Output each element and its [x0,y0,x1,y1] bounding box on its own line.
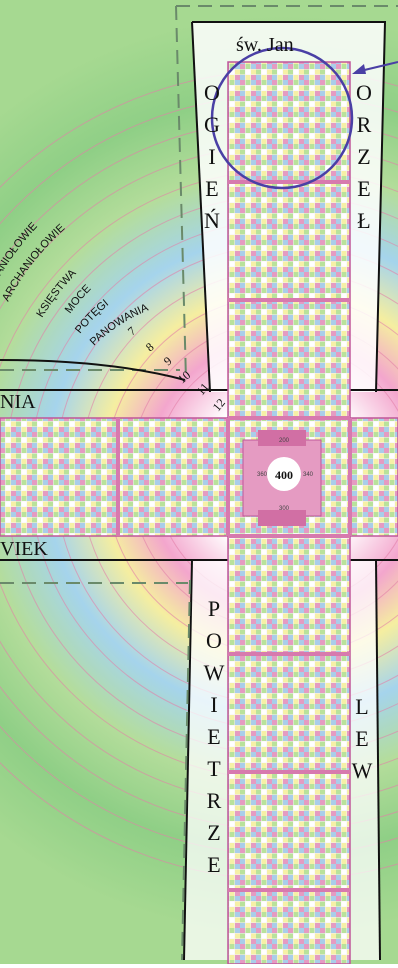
bottom-right-letter: W [351,758,373,783]
top-right-letter: E [357,176,371,201]
top-panel [175,5,398,393]
center-small-right: 340 [303,472,314,478]
bottom-left-letter: Z [207,820,221,845]
top-left-letter: G [204,112,220,137]
bottom-left-letter: O [206,628,222,653]
vertical-block-divider [228,652,350,656]
vertical-block-divider [228,180,350,184]
center-value: 400 [275,468,293,482]
top-right-letter: Z [357,144,371,169]
bottom-left-letter: E [207,724,221,749]
center-small-left: 360 [257,472,268,478]
bottom-left-letter: R [206,788,222,813]
bottom-left-letter: E [207,852,221,877]
bottom-left-letter: T [207,756,221,781]
top-right-letter: R [356,112,372,137]
top-left-letter: I [208,144,216,169]
top-left-letter: Ń [204,208,220,233]
bottom-right-letter: L [355,694,369,719]
vertical-block-divider [228,888,350,892]
highlight-circle [210,46,354,190]
pointer-arrowhead [352,64,366,74]
bottom-left-letter: P [207,596,221,621]
bottom-panel [181,559,381,961]
block-separators [116,180,352,892]
vertical-block-divider [228,770,350,774]
horizontal-grid-bar [0,417,398,537]
horizontal-block-divider [226,418,230,536]
arm-top-label: NIA [0,391,36,413]
top-title: św. Jan [236,34,294,56]
horizontal-block-divider [116,418,120,536]
vertical-block-divider [228,534,350,538]
top-right-letter: O [356,80,372,105]
horizontal-block-divider [348,418,352,536]
bottom-right-letter: E [355,726,369,751]
arm-bottom-label: VIEK [0,538,48,560]
vertical-block-divider [228,416,350,420]
center-small-bottom: 300 [279,506,290,512]
top-left-letter: E [205,176,219,201]
bottom-left-letter: I [210,692,218,717]
vertical-block-divider [228,298,350,302]
center-emblem [242,430,322,526]
bottom-left-letter: W [203,660,225,685]
center-small-top: 200 [279,438,290,444]
top-left-letter: O [204,80,220,105]
top-right-letter: Ł [357,208,371,233]
left-panel-edge [0,359,186,381]
